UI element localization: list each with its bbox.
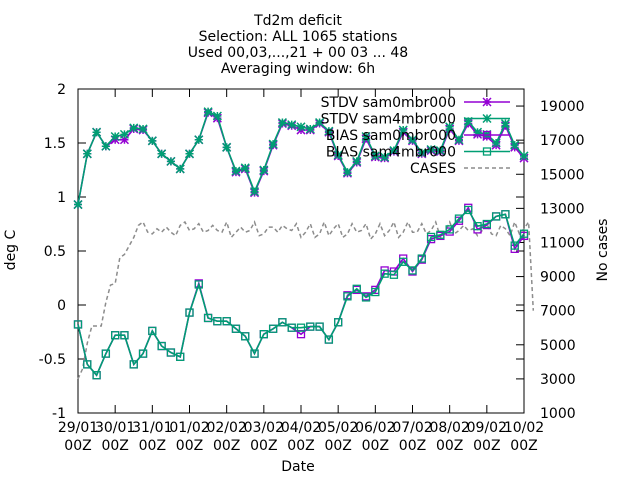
data-point xyxy=(213,112,221,120)
data-point xyxy=(269,140,277,148)
series-bias-sam0mbr000 xyxy=(75,204,528,378)
data-point xyxy=(260,166,268,174)
data-point xyxy=(288,121,296,129)
x-tick-date: 02/02 xyxy=(206,420,246,436)
legend-label: BIAS sam4mbr000 xyxy=(326,145,456,161)
x-tick-date: 29/01 xyxy=(58,420,98,436)
data-point xyxy=(241,164,249,172)
title-line: Selection: ALL 1065 stations xyxy=(199,29,398,45)
x-tick-hour: 00Z xyxy=(510,438,537,454)
y2-tick-label: 7000 xyxy=(540,304,576,320)
y2-axis-label: No cases xyxy=(595,219,611,282)
title-line: Td2m deficit xyxy=(253,13,342,29)
data-point xyxy=(223,143,231,151)
data-point xyxy=(492,139,500,147)
y-tick-label: 2 xyxy=(57,82,66,98)
y2-tick-label: 19000 xyxy=(540,99,585,115)
legend-label: STDV sam4mbr000 xyxy=(321,112,456,128)
data-point xyxy=(278,118,286,126)
x-tick-hour: 00Z xyxy=(64,438,91,454)
y-axis-label: deg C xyxy=(3,229,19,270)
data-point xyxy=(455,136,463,144)
y2-tick-label: 15000 xyxy=(540,167,585,183)
series-layer xyxy=(74,108,533,379)
x-tick-hour: 00Z xyxy=(176,438,203,454)
y-tick-label: 0.5 xyxy=(44,244,66,260)
y-tick-label: 1.5 xyxy=(44,136,66,152)
data-point xyxy=(251,188,259,196)
data-point xyxy=(148,137,156,145)
y2-tick-label: 17000 xyxy=(540,133,585,149)
x-tick-hour: 00Z xyxy=(399,438,426,454)
y2-tick-label: 11000 xyxy=(540,235,585,251)
data-point xyxy=(102,142,110,150)
data-point xyxy=(232,167,240,175)
x-tick-hour: 00Z xyxy=(436,438,463,454)
x-tick-hour: 00Z xyxy=(213,438,240,454)
data-point xyxy=(204,108,212,116)
data-point xyxy=(343,168,351,176)
y2-tick-label: 9000 xyxy=(540,270,576,286)
chart-title: Td2m deficitSelection: ALL 1065 stations… xyxy=(188,13,408,77)
data-point xyxy=(120,130,128,138)
x-tick-date: 09/02 xyxy=(467,420,507,436)
y-tick-label: -0.5 xyxy=(39,352,66,368)
x-tick-date: 30/01 xyxy=(95,420,135,436)
legend-label: CASES xyxy=(410,161,456,177)
data-point xyxy=(195,136,203,144)
x-axis: 29/0100Z30/0100Z31/0100Z01/0200Z02/0200Z… xyxy=(58,89,544,454)
x-tick-hour: 00Z xyxy=(473,438,500,454)
title-line: Averaging window: 6h xyxy=(221,61,375,77)
y2-tick-label: 13000 xyxy=(540,201,585,217)
x-tick-hour: 00Z xyxy=(101,438,128,454)
title-line: Used 00,03,...,21 + 00 03 ... 48 xyxy=(188,45,408,61)
y2-axis: 1000 3000 5000 7000 9000 11000 13000 15000 17000… xyxy=(516,99,585,422)
data-point xyxy=(158,150,166,158)
data-point xyxy=(511,141,519,149)
data-point xyxy=(186,150,194,158)
legend-label: BIAS sam0mbr000 xyxy=(326,128,456,144)
x-tick-hour: 00Z xyxy=(287,438,314,454)
x-tick-date: 01/02 xyxy=(169,420,209,436)
data-point xyxy=(130,124,138,132)
x-axis-label: Date xyxy=(281,459,314,475)
data-point xyxy=(501,120,509,128)
data-point xyxy=(74,201,82,209)
data-point xyxy=(167,157,175,165)
data-point xyxy=(111,133,119,141)
y-tick-label: 0 xyxy=(57,298,66,314)
legend-label: STDV sam0mbr000 xyxy=(321,95,456,111)
data-point xyxy=(93,128,101,136)
x-tick-date: 07/02 xyxy=(392,420,432,436)
x-tick-date: 31/01 xyxy=(132,420,172,436)
data-point xyxy=(306,125,314,133)
x-tick-date: 10/02 xyxy=(504,420,544,436)
data-point xyxy=(139,125,147,133)
legend-marker xyxy=(483,115,491,123)
series-bias-sam4mbr000 xyxy=(75,206,528,378)
x-tick-date: 04/02 xyxy=(281,420,321,436)
x-tick-date: 03/02 xyxy=(244,420,284,436)
x-tick-hour: 00Z xyxy=(250,438,277,454)
y-tick-label: 1 xyxy=(57,190,66,206)
data-point xyxy=(176,165,184,173)
x-tick-date: 08/02 xyxy=(429,420,469,436)
data-point xyxy=(83,150,91,158)
y2-tick-label: 1000 xyxy=(540,406,576,422)
y2-tick-label: 5000 xyxy=(540,338,576,354)
legend-marker xyxy=(483,98,491,106)
x-tick-hour: 00Z xyxy=(139,438,166,454)
x-tick-hour: 00Z xyxy=(362,438,389,454)
series-stdv-sam4mbr000 xyxy=(74,108,528,209)
x-tick-date: 06/02 xyxy=(355,420,395,436)
data-point xyxy=(520,152,528,160)
x-tick-hour: 00Z xyxy=(324,438,351,454)
y2-tick-label: 3000 xyxy=(540,372,576,388)
x-tick-date: 05/02 xyxy=(318,420,358,436)
data-point xyxy=(297,123,305,131)
